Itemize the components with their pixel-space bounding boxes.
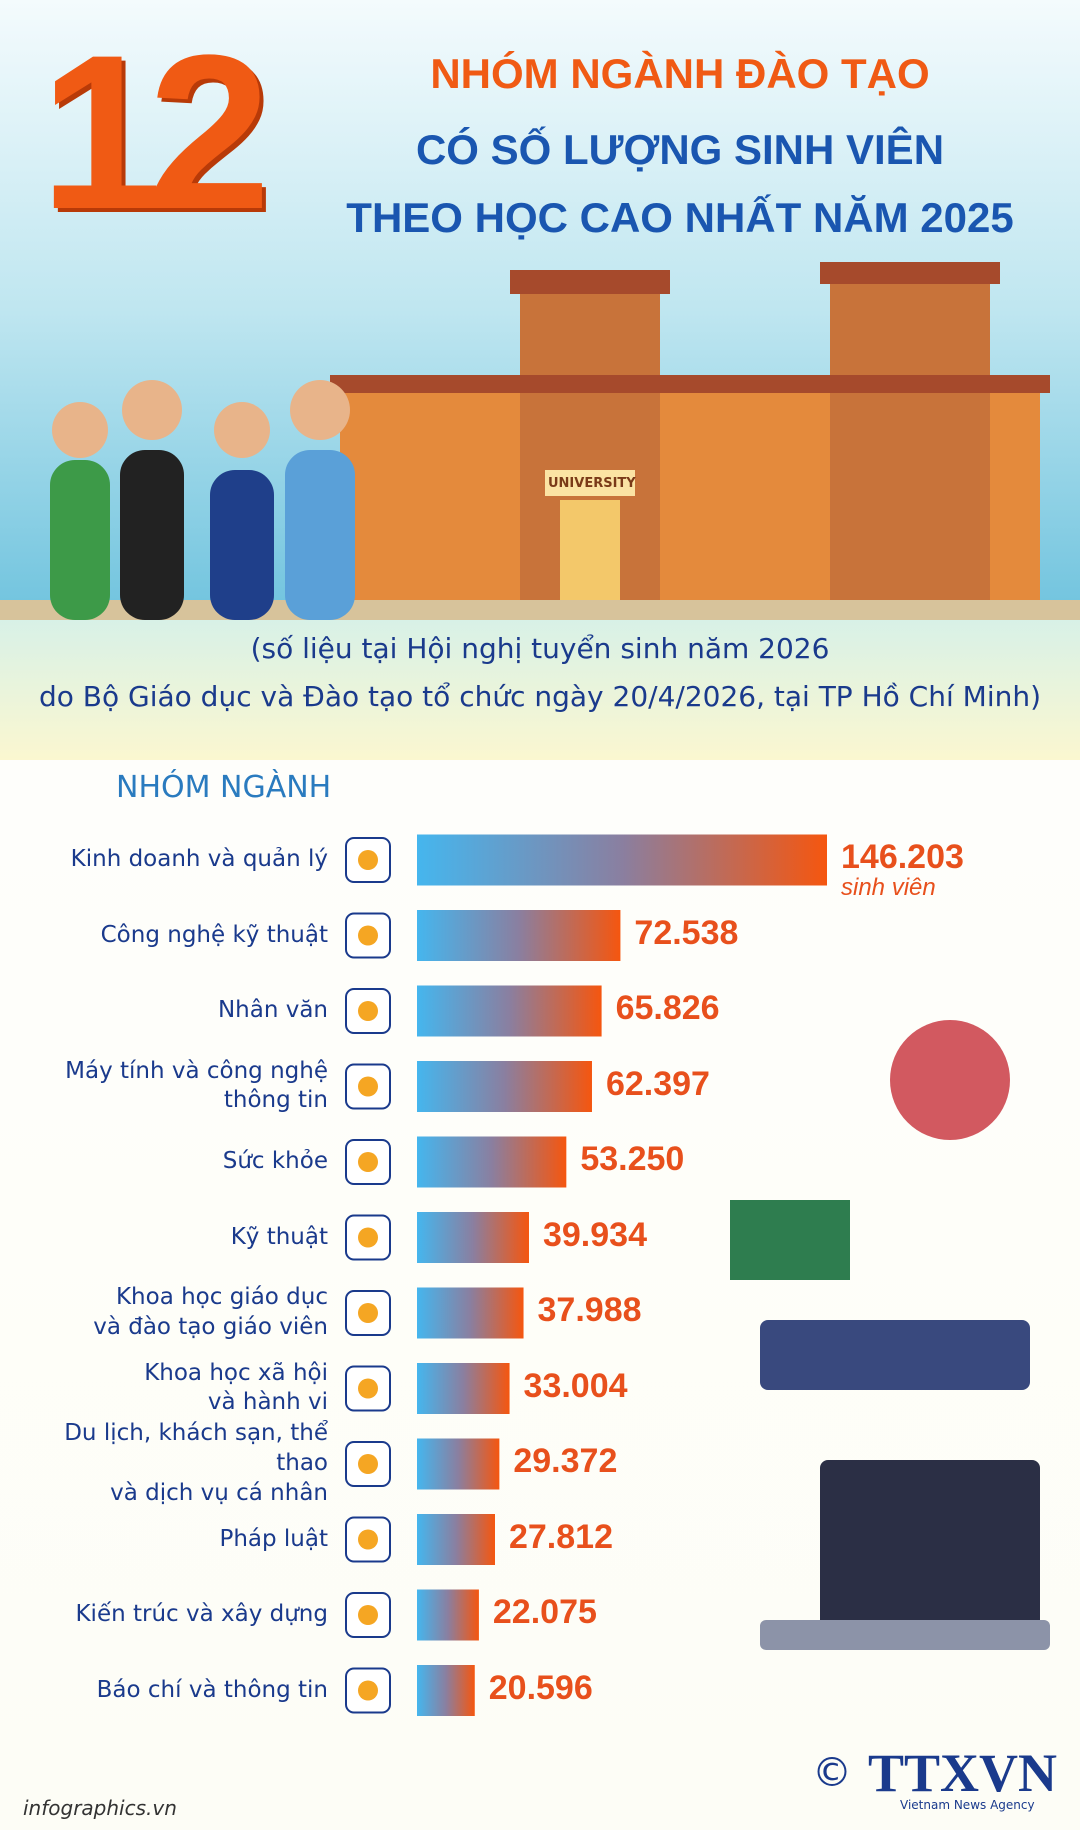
category-label: Công nghệ kỹ thuật — [100, 921, 328, 948]
bar — [417, 1287, 524, 1339]
bar — [417, 834, 827, 886]
category-icon-dot — [358, 1605, 378, 1625]
value-label: 39.934 — [542, 1215, 647, 1254]
header-number: 12 — [40, 9, 271, 255]
copyright: © — [812, 1750, 852, 1796]
title-line: CÓ SỐ LƯỢNG SINH VIÊN — [415, 126, 945, 173]
category-label: Kiến trúc và xây dựng — [75, 1601, 328, 1627]
value-label: 146.203 — [841, 838, 964, 876]
decorations — [730, 1020, 1050, 1650]
category-icon-dot — [358, 1378, 378, 1399]
subtitle-band — [0, 620, 1080, 760]
bar — [417, 1061, 592, 1112]
category-icon-dot — [358, 925, 378, 946]
subtitle-line: (số liệu tại Hội nghị tuyển sinh năm 202… — [250, 632, 830, 665]
category-icon-dot — [358, 1454, 378, 1474]
category-icon-dot — [358, 850, 378, 870]
logo: TTXVN — [868, 1743, 1058, 1803]
bar — [417, 1438, 500, 1490]
category-icon-dot — [358, 1529, 378, 1550]
building — [0, 262, 1080, 620]
value-label: 72.538 — [634, 913, 739, 952]
category-label: Pháp luật — [219, 1525, 328, 1552]
title-line: NHÓM NGÀNH ĐÀO TẠO — [430, 50, 930, 97]
bar — [417, 910, 621, 961]
value-label: 20.596 — [488, 1668, 593, 1707]
y-axis-label: NHÓM NGÀNH — [116, 770, 332, 805]
bar — [417, 1514, 495, 1565]
bar — [417, 1589, 479, 1641]
value-label: 37.988 — [537, 1291, 642, 1329]
logo-sub: Vietnam News Agency — [900, 1798, 1035, 1812]
category-label: Nhân văn — [217, 997, 328, 1023]
subtitle-line: do Bộ Giáo dục và Đào tạo tổ chức ngày 2… — [38, 680, 1042, 713]
value-label: 22.075 — [492, 1593, 597, 1631]
value-label: 27.812 — [508, 1517, 613, 1556]
source: infographics.vn — [23, 1796, 177, 1820]
category-icon-dot — [358, 1152, 378, 1172]
bar — [417, 985, 602, 1037]
category-icon-dot — [358, 1227, 378, 1248]
value-label: 29.372 — [513, 1442, 618, 1480]
bar — [417, 1665, 475, 1716]
category-label: Du lịch, khách sạn, thể thao và dịch vụ … — [64, 1420, 328, 1506]
category-label: Khoa học xã hội và hành vi — [144, 1359, 328, 1416]
category-icon-dot — [358, 1303, 378, 1323]
unit-label: sinh viên — [841, 874, 936, 901]
value-label: 53.250 — [580, 1140, 685, 1178]
bar — [417, 1212, 529, 1263]
category-label: Kỹ thuật — [230, 1223, 328, 1250]
category-label: Sức khỏe — [222, 1148, 328, 1174]
title-line: THEO HỌC CAO NHẤT NĂM 2025 — [346, 194, 1014, 241]
category-label: Khoa học giáo dục và đào tạo giáo viên — [93, 1284, 328, 1340]
students — [50, 380, 355, 620]
category-label: Máy tính và công nghệ thông tin — [65, 1057, 328, 1114]
bar — [417, 1136, 567, 1188]
category-icon-dot — [358, 1001, 378, 1021]
value-label: 62.397 — [605, 1064, 710, 1103]
category-label: Báo chí và thông tin — [96, 1676, 328, 1703]
value-label: 65.826 — [615, 989, 720, 1027]
category-label: Kinh doanh và quản lý — [70, 846, 328, 872]
bar — [417, 1363, 510, 1414]
value-label: 33.004 — [523, 1366, 628, 1405]
category-icon-dot — [358, 1076, 378, 1097]
category-icon-dot — [358, 1680, 378, 1701]
building-label: UNIVERSITY — [548, 476, 636, 491]
